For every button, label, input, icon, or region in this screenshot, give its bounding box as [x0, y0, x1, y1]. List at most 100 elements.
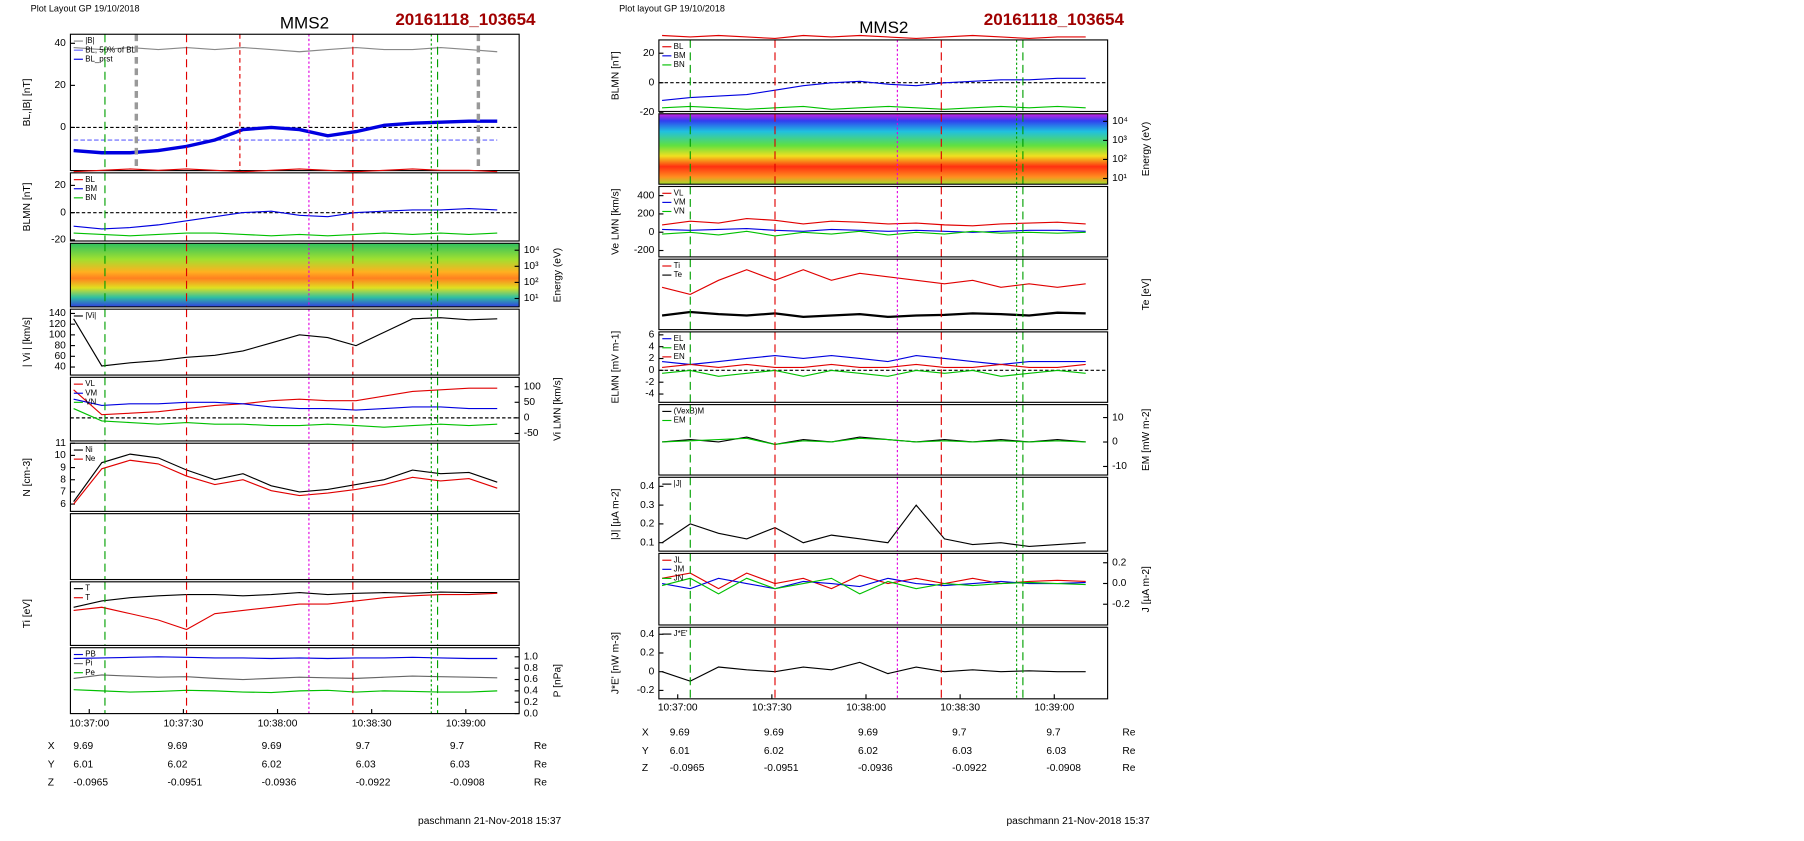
panel-frame — [658, 185, 1109, 258]
series-line — [662, 437, 1086, 446]
x-tick-label: 10:38:00 — [258, 719, 298, 730]
position-value: 6.03 — [952, 746, 972, 757]
x-tick-label: 10:37:00 — [658, 703, 698, 714]
y-tick-label: 400 — [637, 190, 654, 201]
panel-frame — [69, 581, 520, 646]
legend-label: BL, 50% of BL — [85, 45, 136, 54]
y-tick-label: 10¹ — [524, 293, 539, 304]
position-value: 6.03 — [356, 759, 376, 770]
panel-frame — [658, 258, 1109, 331]
legend-label: VN — [85, 397, 96, 406]
y-axis-label: Te [eV] — [1141, 278, 1152, 310]
panel-frame — [69, 172, 520, 242]
y-tick-label: 40 — [55, 38, 67, 49]
position-value: -0.0965 — [670, 763, 705, 774]
y-tick-label: 0 — [649, 666, 655, 677]
y-tick-label: 1.0 — [524, 651, 539, 662]
y-tick-label: 80 — [55, 340, 67, 351]
y-tick-label: 7 — [60, 487, 66, 498]
series-line — [662, 369, 1086, 377]
series-line — [73, 398, 498, 411]
position-value: 9.69 — [764, 728, 784, 739]
position-unit: Re — [534, 741, 547, 752]
legend-label: VM — [85, 388, 97, 397]
y-tick-label: 0.2 — [640, 519, 655, 530]
series-line — [661, 504, 1086, 548]
y-tick-label: 0.4 — [524, 686, 539, 697]
panel-frame — [69, 308, 520, 376]
legend-label: PB — [85, 650, 96, 659]
y-tick-label: 10³ — [1112, 135, 1127, 146]
position-value: -0.0908 — [450, 778, 485, 789]
position-value: 6.02 — [262, 759, 282, 770]
y-tick-label: 0.3 — [640, 500, 655, 511]
series-line — [662, 354, 1086, 366]
position-unit: Re — [1122, 728, 1135, 739]
x-tick-label: 10:38:00 — [846, 703, 886, 714]
series-line — [662, 34, 1086, 40]
y-tick-label: 200 — [637, 209, 654, 220]
y-tick-label: 120 — [49, 319, 66, 330]
y-tick-label: 10² — [1112, 154, 1127, 165]
position-value: 9.69 — [262, 741, 282, 752]
position-value: -0.0936 — [262, 778, 297, 789]
y-axis-label: Ve LMN [km/s] — [610, 188, 621, 255]
legend-label: JN — [674, 574, 684, 583]
y-tick-label: 0 — [649, 77, 655, 88]
y-tick-label: 0 — [649, 227, 655, 238]
legend-label: VM — [674, 197, 686, 206]
y-tick-label: -20 — [640, 107, 655, 118]
y-tick-label: 0.8 — [524, 663, 539, 674]
panel-frame — [658, 331, 1109, 403]
panel-frame — [658, 39, 1109, 113]
position-label: Y — [642, 746, 649, 757]
legend-label: BL — [85, 175, 95, 184]
series-line — [73, 46, 498, 53]
legend-label: J*E' — [674, 629, 688, 638]
series-line — [73, 592, 498, 631]
x-tick-label: 10:37:30 — [164, 719, 204, 730]
chart-title: MMS2 — [859, 18, 908, 37]
y-tick-label: 0 — [60, 207, 66, 218]
panel-frame — [69, 442, 520, 512]
y-tick-label: 0.1 — [640, 537, 655, 548]
position-unit: Re — [534, 778, 547, 789]
x-tick-label: 10:37:30 — [752, 703, 792, 714]
y-tick-label: 0.4 — [640, 629, 655, 640]
panel-frame — [658, 113, 1109, 185]
panel-frame — [658, 626, 1109, 700]
position-label: Z — [642, 763, 648, 774]
series-line — [662, 105, 1086, 110]
chart-subtitle: 20161118_103654 — [984, 10, 1125, 29]
y-tick-label: 20 — [643, 48, 655, 59]
position-label: X — [48, 741, 55, 752]
position-value: 9.69 — [858, 728, 878, 739]
position-value: 9.69 — [167, 741, 187, 752]
position-value: 9.7 — [356, 741, 371, 752]
position-label: Z — [48, 778, 54, 789]
position-value: -0.0951 — [764, 763, 799, 774]
y-tick-label: -50 — [524, 428, 539, 439]
legend-label: Pe — [85, 668, 95, 677]
y-tick-label: 10¹ — [1112, 173, 1127, 184]
series-line — [73, 168, 498, 173]
y-axis-label: Energy (eV) — [1141, 122, 1152, 177]
y-tick-label: 6 — [60, 499, 66, 510]
footer: paschmann 21-Nov-2018 15:37 — [1007, 816, 1150, 827]
y-axis-label: Energy (eV) — [552, 248, 563, 303]
legend-label: BM — [674, 51, 686, 60]
series-line — [73, 656, 498, 660]
panel-frame — [69, 376, 520, 442]
position-value: 6.02 — [858, 746, 878, 757]
series-line — [73, 232, 498, 237]
y-tick-label: 10⁴ — [1112, 116, 1128, 127]
series-line — [73, 317, 498, 367]
series-line — [661, 269, 1086, 296]
series-line — [73, 387, 498, 416]
legend-label: Ne — [85, 454, 96, 463]
series-line — [73, 459, 498, 505]
legend-label: EL — [674, 334, 684, 343]
legend-label: BL_prst — [85, 54, 113, 63]
footer: paschmann 21-Nov-2018 15:37 — [418, 816, 561, 827]
x-tick-label: 10:38:30 — [352, 719, 392, 730]
